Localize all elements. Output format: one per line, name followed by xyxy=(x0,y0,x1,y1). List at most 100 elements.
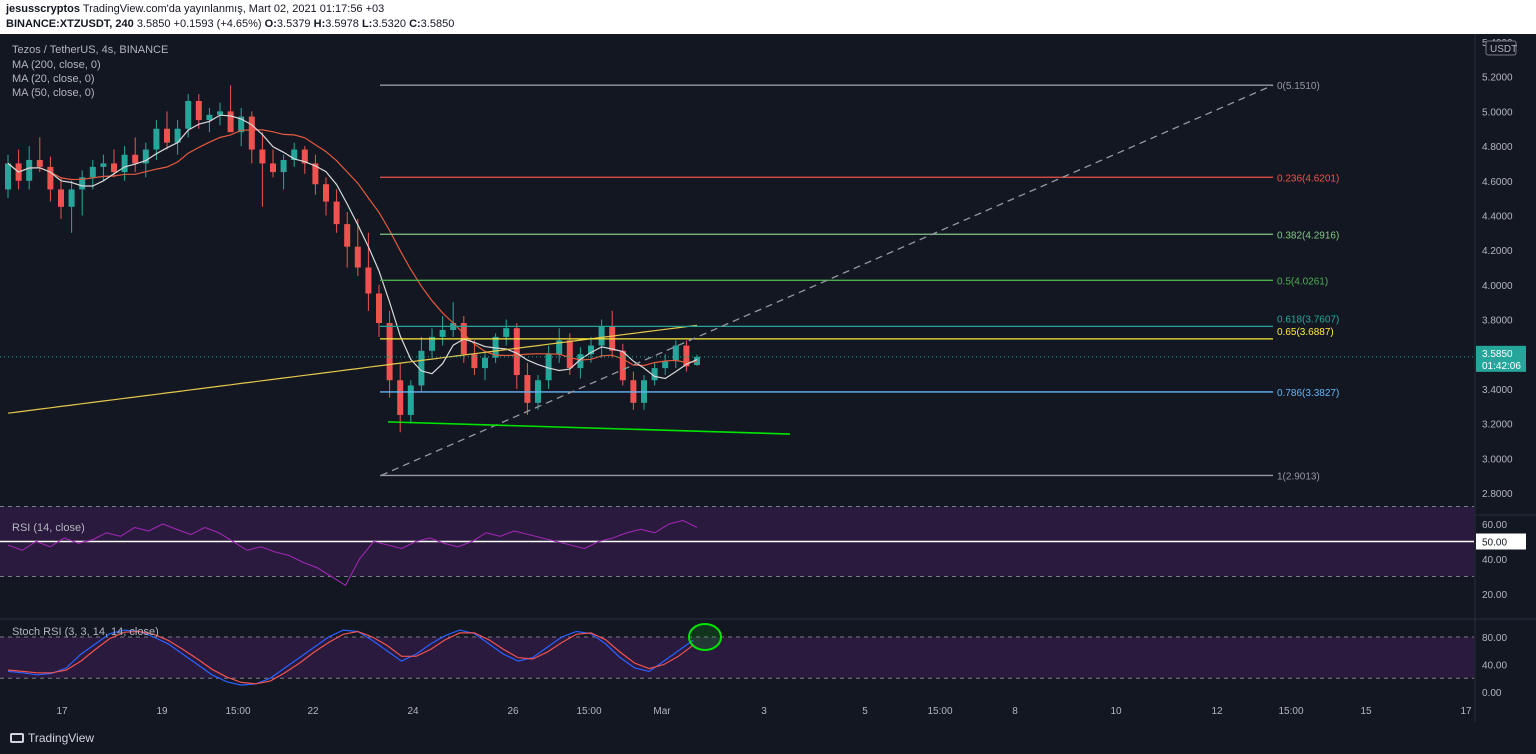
price-axis-tick: 4.8000 xyxy=(1482,142,1513,153)
candle-body xyxy=(248,116,255,150)
time-axis-tick: 15:00 xyxy=(576,706,601,717)
time-axis-tick: 15:00 xyxy=(1278,706,1303,717)
stoch-band xyxy=(0,637,1474,679)
rsi-legend[interactable]: RSI (14, close) xyxy=(12,522,85,534)
candle xyxy=(248,111,255,164)
candle-body xyxy=(26,159,33,181)
candle xyxy=(270,149,276,178)
price-axis-tick: 3.8000 xyxy=(1482,316,1513,327)
price-axis-tick: 4.4000 xyxy=(1482,211,1513,222)
time-axis-tick: 3 xyxy=(761,706,767,717)
time-axis-tick: 26 xyxy=(507,706,519,717)
candle xyxy=(217,102,223,126)
candle xyxy=(5,154,11,199)
candle-body xyxy=(376,293,382,324)
fib-level-065-label: 0.65(3.6887) xyxy=(1277,327,1334,338)
candle-body xyxy=(259,149,266,164)
candle-body xyxy=(195,100,202,121)
price-axis-tick: 3.4000 xyxy=(1482,385,1513,396)
price-axis-tick: 2.8000 xyxy=(1482,489,1513,500)
candle-body xyxy=(174,128,181,143)
candle-body xyxy=(407,385,414,415)
time-axis-tick: 15:00 xyxy=(927,706,952,717)
stoch-axis-tick: 0.00 xyxy=(1482,688,1502,699)
candle-body xyxy=(513,328,520,376)
candle xyxy=(397,362,404,433)
candle xyxy=(227,85,234,133)
footer-brand: TradingView xyxy=(28,731,95,745)
candle-body xyxy=(238,116,245,133)
candle xyxy=(36,137,43,173)
pair-legend[interactable]: Tezos / TetherUS, 4s, BINANCE xyxy=(12,44,169,56)
candle-body xyxy=(471,354,478,369)
candle-body xyxy=(270,163,276,173)
unit-label: USDT xyxy=(1490,44,1517,55)
fib-level-05-label: 0.5(4.0261) xyxy=(1277,276,1328,287)
rsi-axis-tick: 20.00 xyxy=(1482,590,1507,601)
ma200-line xyxy=(7,324,698,414)
time-axis-tick: 22 xyxy=(307,706,319,717)
candle-body xyxy=(588,345,594,355)
tradingview-icon xyxy=(10,733,24,743)
candle xyxy=(545,345,552,389)
candle-body xyxy=(672,345,679,362)
ma200-legend[interactable]: MA (200, close, 0) xyxy=(12,59,101,71)
rsi-value-tag xyxy=(1476,533,1526,550)
candle xyxy=(280,154,287,190)
unit-box xyxy=(1485,40,1517,56)
candle-body xyxy=(132,154,139,164)
support-trendline xyxy=(387,421,791,435)
candle-body xyxy=(524,375,531,403)
ma20-legend[interactable]: MA (20, close, 0) xyxy=(12,73,95,85)
candle-body xyxy=(217,111,223,115)
candle xyxy=(662,354,669,376)
rsi-axis-tick: 40.00 xyxy=(1482,555,1507,566)
current-price-tag xyxy=(1476,345,1526,372)
candle xyxy=(344,211,351,268)
candle-body xyxy=(662,361,669,369)
candle xyxy=(556,328,563,363)
ma50-legend[interactable]: MA (50, close, 0) xyxy=(12,87,95,99)
time-axis-tick: 24 xyxy=(407,706,419,717)
fib-level-0618-label: 0.618(3.7607) xyxy=(1277,314,1339,325)
candle xyxy=(47,156,54,202)
last-price: 3.5850 xyxy=(136,18,171,30)
candle xyxy=(439,316,446,346)
candle-body xyxy=(36,159,43,167)
close-value: 3.5850 xyxy=(420,18,455,30)
chart-area[interactable]: 0(5.1510) 0.236(4.6201) 0.382(4.2916) 0.5(4… xyxy=(0,34,1536,722)
symbol-name: BINANCE:XTZUSDT, 240 xyxy=(6,18,134,30)
candle-body xyxy=(312,163,319,185)
fib-level-0382-label: 0.382(4.2916) xyxy=(1277,230,1339,241)
candle-body xyxy=(598,326,605,346)
candle xyxy=(354,218,361,277)
tradingview-logo[interactable]: TradingView xyxy=(10,731,94,745)
price-axis-tick: 4.6000 xyxy=(1482,177,1513,188)
candle-body xyxy=(58,189,64,207)
candle-body xyxy=(5,163,11,190)
time-axis-tick: 12 xyxy=(1211,706,1223,717)
candle xyxy=(121,146,128,181)
candle-body xyxy=(344,224,351,247)
candle-body xyxy=(397,380,404,415)
time-axis-tick: 17 xyxy=(56,706,68,717)
publisher-name[interactable]: jesusscryptos xyxy=(6,3,80,15)
close-label: C: xyxy=(409,18,421,30)
candle-body xyxy=(280,159,287,173)
high-value: 3.5978 xyxy=(325,18,359,30)
time-axis-tick: Mar xyxy=(653,706,671,717)
candle-body xyxy=(503,328,510,337)
stoch-d-line xyxy=(7,630,694,685)
open-value: 3.5379 xyxy=(276,18,311,30)
candle-body xyxy=(651,368,658,381)
candle xyxy=(376,284,382,337)
candle-body xyxy=(439,329,446,337)
candle xyxy=(566,333,573,376)
stoch-legend[interactable]: Stoch RSI (3, 3, 14, 14, close) xyxy=(12,626,159,638)
candle-body xyxy=(291,149,298,160)
plot-background xyxy=(0,34,1474,722)
candle-body xyxy=(89,166,96,178)
candle xyxy=(195,94,202,129)
candle-body xyxy=(694,356,700,366)
candle xyxy=(164,111,170,150)
